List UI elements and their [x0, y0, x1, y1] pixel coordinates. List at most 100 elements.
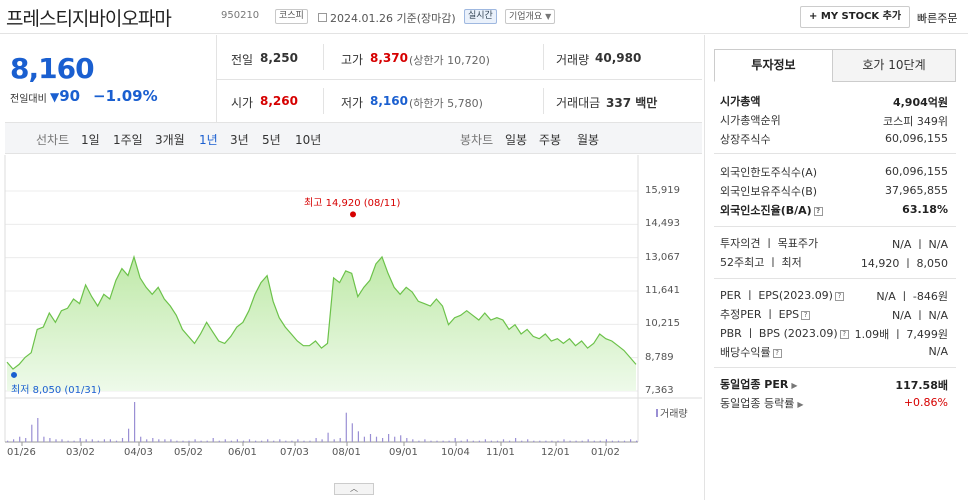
period-1y[interactable]: 1년 [199, 133, 218, 147]
help-icon[interactable]: ? [834, 292, 844, 301]
volume-label: 거래량 [556, 53, 590, 67]
info-value: 4,904억원 [892, 96, 948, 109]
amount-value: 337 백만 [606, 96, 658, 110]
volume-bar [194, 439, 196, 442]
volume-bar [236, 439, 238, 442]
amount-label: 거래대금 [556, 96, 601, 110]
stock-title[interactable]: 프레스티지바이오파마 [6, 8, 172, 30]
pbr-value: 1.09배 ㅣ 7,499원 [854, 328, 948, 341]
divider [216, 79, 702, 80]
volume-bar [97, 440, 99, 442]
volume-bar [188, 440, 190, 442]
volume-bar [134, 402, 136, 442]
volume-bar [605, 439, 607, 442]
volume-bar [103, 439, 105, 442]
industry-rate-label[interactable]: 동일업종 등락률 ▶ [720, 397, 804, 410]
x-tick-label: 11/01 [486, 447, 515, 458]
help-icon[interactable]: ? [839, 330, 849, 339]
industry-rate-value: +0.86% [903, 396, 948, 409]
plus-icon: + [809, 11, 821, 22]
quick-order-link[interactable]: 빠른주문 [917, 12, 958, 25]
change-label: 전일대비 [10, 94, 47, 105]
candle-weekly[interactable]: 주봉 [539, 133, 562, 147]
volume-bar [490, 440, 492, 442]
period-5y[interactable]: 5년 [262, 133, 281, 147]
volume-bar [31, 424, 33, 442]
lower-limit: (하한가 5,780) [409, 97, 483, 110]
add-mystock-button[interactable]: + MY STOCK 추가 [800, 6, 911, 28]
info-value: 37,965,855 [885, 184, 948, 197]
industry-per-label[interactable]: 동일업종 PER ▶ [720, 378, 798, 391]
divider [714, 153, 956, 154]
volume-bar [170, 439, 172, 442]
volume-bar [230, 440, 232, 442]
realtime-badge[interactable]: 실시간 [464, 9, 497, 24]
divider [323, 44, 324, 70]
volume-bar [297, 439, 299, 442]
tab-invest-info[interactable]: 투자정보 [714, 49, 833, 82]
volume-bar [557, 440, 559, 442]
info-label: 상장주식수 [720, 133, 771, 146]
company-overview-button[interactable]: 기업개요 ▼ [505, 9, 556, 24]
info-value: 63.18% [902, 203, 948, 216]
volume-bar [37, 418, 39, 442]
industry-per-value: 117.58배 [895, 379, 948, 392]
dividend-value: N/A [928, 345, 948, 358]
info-label: 외국인보유주식수(B) [720, 185, 818, 198]
volume-bar [224, 439, 226, 442]
divider [714, 367, 956, 368]
volume-bar [321, 439, 323, 442]
chevron-right-icon: ▶ [791, 381, 798, 390]
help-icon[interactable]: ? [813, 207, 823, 216]
current-price: 8,160 [10, 52, 95, 85]
volume-bar [351, 423, 353, 442]
x-tick-label: 12/01 [541, 447, 570, 458]
volume-bar [85, 439, 87, 442]
prev-close-value: 8,250 [260, 51, 298, 65]
period-1w[interactable]: 1주일 [113, 133, 143, 147]
volume-bar [212, 438, 214, 442]
volume-bar [587, 439, 589, 442]
volume-bar [563, 439, 565, 442]
volume-bar [539, 440, 541, 442]
candle-monthly[interactable]: 월봉 [577, 133, 600, 147]
volume-bar [19, 436, 21, 442]
volume-bar [388, 434, 390, 442]
volume-bar [581, 440, 583, 442]
period-10y[interactable]: 10년 [295, 133, 322, 147]
volume-bar [128, 428, 130, 442]
volume-bar [315, 438, 317, 442]
volume-bar [466, 439, 468, 442]
volume-bar [515, 438, 517, 442]
x-tick-label: 07/03 [280, 447, 309, 458]
high-value: 8,370 [370, 51, 408, 65]
volume-bar [206, 440, 208, 442]
volume-bar [636, 440, 638, 442]
volume-bar [61, 439, 63, 442]
help-icon[interactable]: ? [801, 311, 811, 320]
volume-bar [623, 440, 626, 442]
divider [714, 226, 956, 227]
period-1d[interactable]: 1일 [81, 133, 100, 147]
price-chart[interactable] [0, 155, 702, 490]
volume-bar [55, 439, 57, 442]
x-tick-label: 01/26 [7, 447, 36, 458]
market-badge: 코스피 [275, 9, 308, 24]
volume-bar [406, 438, 408, 442]
tab-orderbook[interactable]: 호가 10단계 [832, 49, 956, 82]
chevron-right-icon: ▶ [797, 400, 804, 409]
period-3y[interactable]: 3년 [230, 133, 249, 147]
period-3m[interactable]: 3개월 [155, 133, 185, 147]
per-label: PER ㅣ EPS(2023.09)? [720, 287, 844, 303]
volume-bar [285, 440, 287, 442]
volume-bar [545, 440, 547, 442]
candle-daily[interactable]: 일봉 [505, 133, 528, 147]
collapse-chart-button[interactable]: ︿ [334, 483, 374, 495]
help-icon[interactable]: ? [772, 349, 782, 358]
line-chart-label: 선차트 [36, 133, 70, 147]
volume-bar [333, 439, 335, 442]
volume-bar [164, 439, 166, 442]
info-label: 외국인소진율(B/A)? [720, 202, 823, 218]
x-tick-label: 08/01 [332, 447, 361, 458]
dividend-label: 배당수익률? [720, 344, 782, 360]
